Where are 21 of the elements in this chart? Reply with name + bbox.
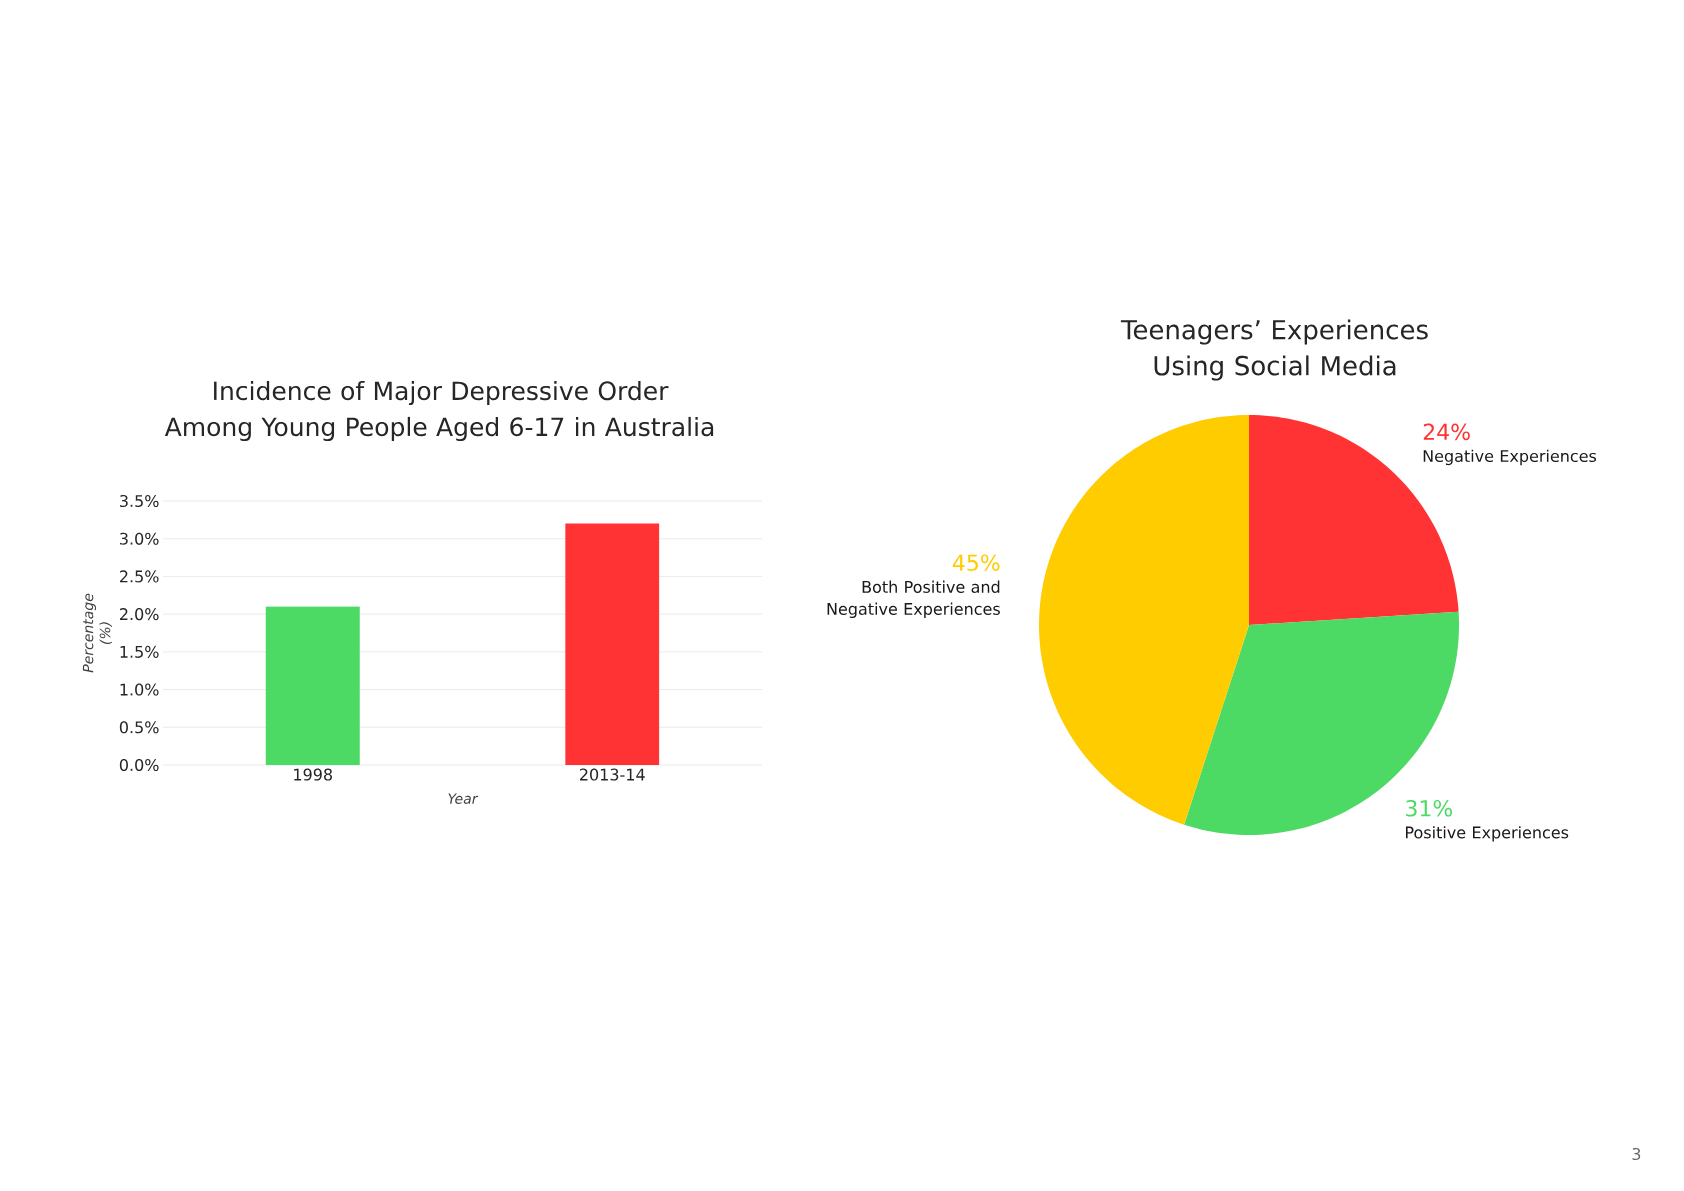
y-tick-label: 3.5% xyxy=(120,494,159,508)
slice-label: Negative Experiences xyxy=(1423,449,1597,466)
x-axis-title: Year xyxy=(448,793,479,804)
text: 3 xyxy=(1632,1147,1641,1161)
chart-title: Incidence of Major Depressive Order Among Young People Aged 6-17 in Australia xyxy=(164,380,714,442)
x-tick-label: 1998 xyxy=(294,768,333,781)
y-tick-label: 2.5% xyxy=(120,570,159,583)
y-tick-label: 1.5% xyxy=(120,645,159,658)
data-label: 31% xyxy=(1406,799,1453,817)
y-tick-label: 2.0% xyxy=(120,608,159,621)
y-tick-label: 0.5% xyxy=(119,721,159,734)
y-tick-label: 3.0% xyxy=(120,532,159,545)
y-tick-label: 1.0% xyxy=(120,683,159,696)
slice-label: Both Positive and Negative Experiences xyxy=(827,580,1000,619)
y-tick-label: 0.0% xyxy=(119,758,159,772)
x-tick-label: 2013-14 xyxy=(580,768,645,781)
data-label: 24% xyxy=(1423,423,1470,441)
chart-title: Teenagers’ Experiences Using Social Media xyxy=(1120,319,1428,381)
data-label: 45% xyxy=(952,554,1000,572)
slice-label: Positive Experiences xyxy=(1405,826,1569,842)
y-axis-title: Percentage (%) xyxy=(82,593,112,673)
